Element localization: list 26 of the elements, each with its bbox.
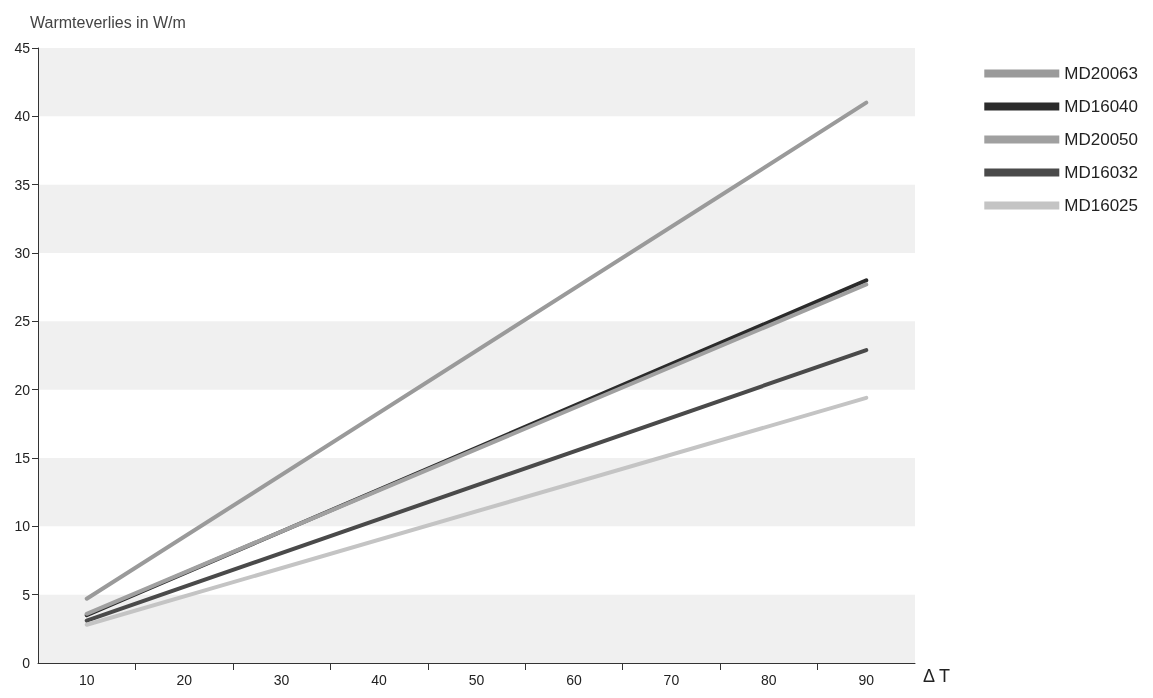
y-tick-label: 5 [22,586,31,603]
y-axis-title: Warmteverlies in W/m [30,13,186,31]
x-tick-label: 90 [858,672,875,688]
x-tick-label: 80 [761,672,777,688]
legend-label: MD20063 [1064,64,1139,83]
x-axis-title: Δ T [923,666,951,686]
y-tick-label: 20 [14,381,31,398]
y-tick-label: 35 [14,176,31,193]
x-tick-label: 60 [566,672,582,688]
y-tick-label: 0 [22,655,31,671]
legend-label: MD16032 [1064,163,1139,182]
legend-label: MD16025 [1064,196,1139,215]
x-tick-label: 50 [468,672,485,688]
y-tick-label: 45 [14,40,31,56]
x-tick-label: 10 [78,672,95,688]
y-tick-label: 30 [14,245,31,261]
x-tick-label: 20 [176,672,193,688]
legend-label: MD20050 [1064,130,1139,149]
y-tick-label: 15 [14,450,31,466]
y-tick-label: 10 [14,518,31,535]
y-tick-label: 25 [14,313,31,330]
x-tick-label: 30 [273,672,290,688]
x-tick-label: 70 [663,672,680,688]
y-tick-label: 40 [14,108,31,125]
legend-label: MD16040 [1064,97,1139,116]
x-tick-label: 40 [371,672,388,688]
